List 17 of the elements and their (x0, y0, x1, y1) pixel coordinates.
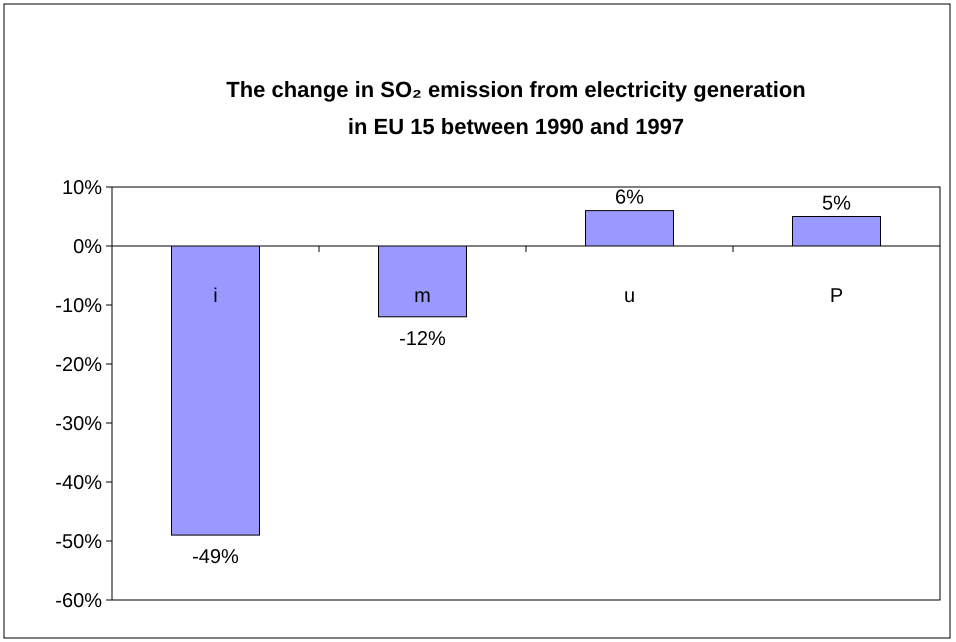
x-tick-label: m (414, 285, 431, 307)
y-tick-label: -60% (55, 590, 102, 612)
y-tick-label: -50% (55, 531, 102, 553)
x-tick-label: P (830, 285, 844, 307)
data-label: 5% (822, 192, 852, 214)
data-label: -12% (399, 328, 446, 350)
x-tick-label: i (213, 285, 218, 307)
y-tick-label: -20% (55, 354, 102, 376)
y-tick-label: 0% (73, 236, 102, 258)
data-label: -49% (192, 546, 240, 568)
y-tick-label: -40% (55, 472, 102, 494)
y-tick-label: -10% (55, 295, 102, 317)
data-label: 6% (615, 186, 644, 209)
chart-title: The change in SO₂ emission from electricity generation in EU 15 between 1990 and 1997 (226, 77, 806, 139)
y-tick-label: -30% (55, 413, 102, 435)
y-tick-label: 10% (62, 177, 102, 199)
x-tick-label: u (624, 285, 636, 307)
